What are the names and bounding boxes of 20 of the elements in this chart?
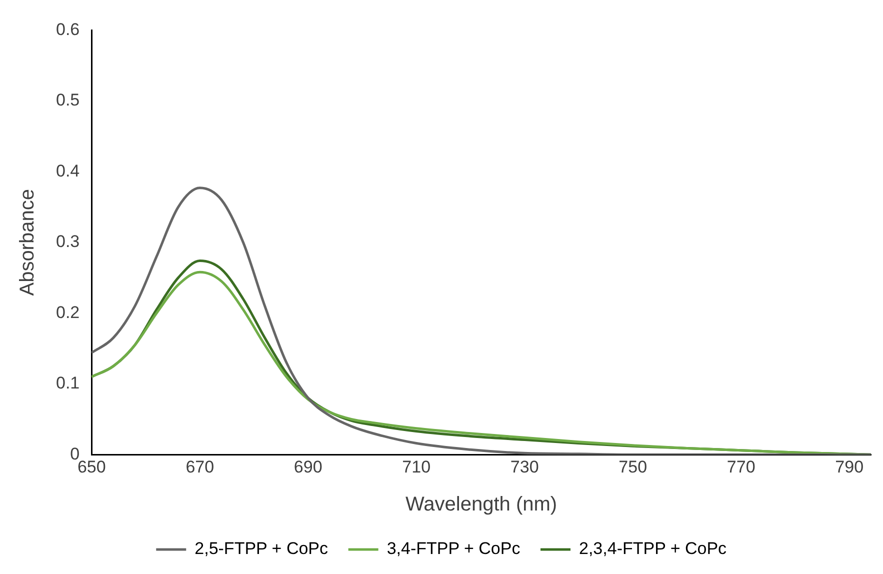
x-tick-label: 670 [186, 457, 214, 476]
x-tick-label: 790 [835, 457, 864, 476]
legend-label: 2,3,4-FTPP + CoPc [579, 539, 728, 558]
x-tick-label: 690 [294, 457, 322, 476]
y-tick-label: 0 [70, 444, 80, 464]
x-tick-label: 710 [402, 457, 431, 476]
y-tick-label: 0.1 [56, 374, 80, 393]
legend-label: 3,4-FTPP + CoPc [386, 539, 521, 558]
x-tick-label: 750 [618, 457, 648, 476]
x-tick-label: 730 [510, 457, 539, 476]
y-tick-label: 0.5 [56, 90, 80, 110]
y-tick-label: 0.3 [56, 232, 80, 252]
y-axis-title: Absorbance [16, 189, 39, 296]
y-tick-label: 0.4 [56, 161, 80, 180]
x-tick-label: 650 [77, 457, 106, 476]
y-tick-label: 0.2 [56, 302, 80, 322]
y-tick-label: 0.6 [56, 20, 80, 39]
legend-label: 2,5-FTPP + CoPc [194, 539, 329, 558]
x-axis-title: Wavelength (nm) [406, 494, 558, 516]
x-tick-label: 770 [726, 457, 756, 476]
